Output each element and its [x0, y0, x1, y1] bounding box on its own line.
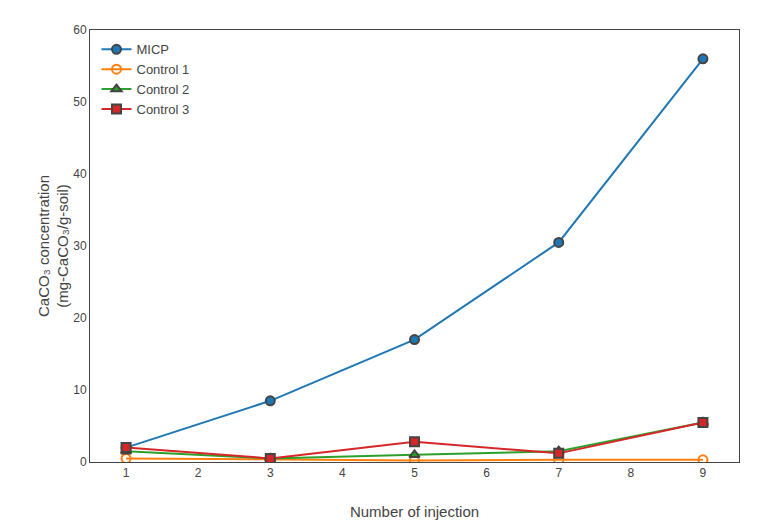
- svg-text:8: 8: [627, 466, 634, 480]
- svg-text:50: 50: [73, 95, 87, 109]
- svg-text:MICP: MICP: [136, 42, 169, 57]
- svg-text:Number of injection: Number of injection: [350, 503, 479, 520]
- svg-text:7: 7: [555, 466, 562, 480]
- svg-text:6: 6: [483, 466, 490, 480]
- svg-text:60: 60: [73, 23, 87, 37]
- svg-text:40: 40: [73, 167, 87, 181]
- svg-text:Control 2: Control 2: [136, 82, 189, 97]
- svg-text:30: 30: [73, 239, 87, 253]
- svg-text:20: 20: [73, 311, 87, 325]
- svg-text:0: 0: [80, 455, 87, 469]
- svg-text:10: 10: [73, 383, 87, 397]
- svg-text:1: 1: [123, 466, 130, 480]
- svg-text:2: 2: [195, 466, 202, 480]
- svg-text:3: 3: [267, 466, 274, 480]
- svg-text:CaCO₃ concentration(mg-CaCO₃/g: CaCO₃ concentration(mg-CaCO₃/g-soil): [35, 175, 72, 317]
- svg-text:4: 4: [339, 466, 346, 480]
- svg-text:Control 3: Control 3: [136, 102, 189, 117]
- svg-text:5: 5: [411, 466, 418, 480]
- svg-text:Control 1: Control 1: [136, 62, 189, 77]
- svg-text:9: 9: [700, 466, 707, 480]
